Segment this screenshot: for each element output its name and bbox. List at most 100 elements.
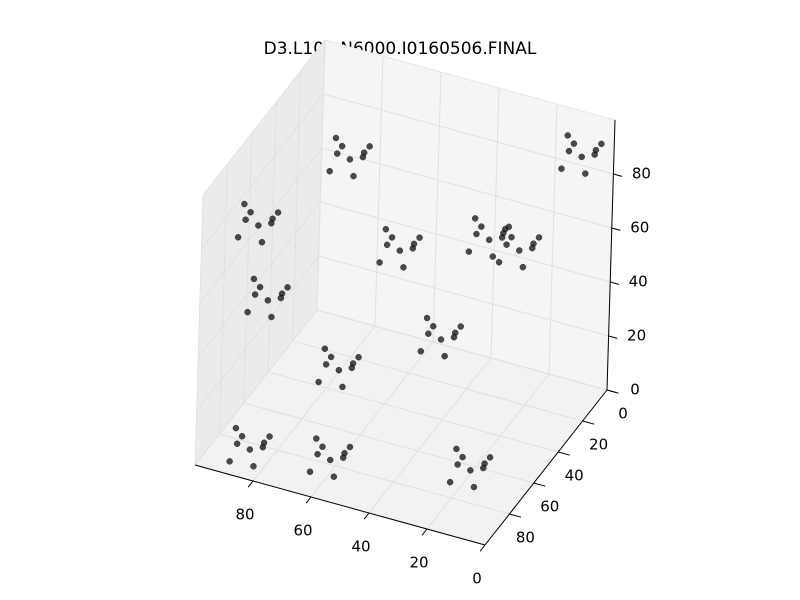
point bbox=[423, 314, 431, 322]
point bbox=[321, 345, 329, 352]
point bbox=[319, 443, 326, 450]
point bbox=[226, 458, 233, 465]
point bbox=[382, 225, 390, 233]
point bbox=[349, 360, 357, 367]
grid-line bbox=[196, 255, 319, 412]
tick-mark bbox=[610, 281, 620, 285]
point bbox=[232, 424, 240, 432]
point bbox=[457, 323, 464, 330]
point bbox=[441, 352, 448, 360]
point bbox=[530, 240, 537, 247]
tick-mark bbox=[509, 513, 522, 518]
point bbox=[266, 433, 273, 440]
point bbox=[565, 147, 573, 155]
x-tick-label: 80 bbox=[235, 506, 254, 524]
tick-mark bbox=[606, 389, 616, 393]
point bbox=[495, 259, 503, 266]
point bbox=[417, 348, 425, 355]
point bbox=[516, 247, 523, 254]
point bbox=[333, 150, 341, 157]
point bbox=[346, 156, 354, 163]
point bbox=[238, 433, 246, 440]
point bbox=[578, 153, 585, 161]
point bbox=[258, 238, 266, 246]
chart-title: D3.L100.N6000.I0160506.FINAL bbox=[264, 39, 537, 59]
point bbox=[233, 440, 241, 447]
point bbox=[519, 263, 527, 271]
point bbox=[425, 330, 432, 337]
point bbox=[535, 234, 543, 241]
grid-line bbox=[490, 87, 500, 359]
y-tick-label: 0 bbox=[618, 405, 628, 423]
point bbox=[564, 132, 571, 139]
grid-line bbox=[219, 433, 510, 515]
tick-mark bbox=[558, 451, 570, 456]
z-tick-label: 40 bbox=[629, 273, 648, 291]
grid-line bbox=[426, 373, 550, 530]
point bbox=[306, 468, 314, 476]
point bbox=[508, 233, 515, 241]
grid-line bbox=[548, 103, 558, 375]
grid-line bbox=[323, 93, 614, 175]
grid-line bbox=[368, 357, 492, 514]
point bbox=[489, 253, 496, 260]
point bbox=[341, 450, 348, 457]
point bbox=[250, 275, 258, 283]
y-axis-line bbox=[484, 389, 608, 546]
point bbox=[502, 225, 509, 233]
grid-line bbox=[321, 147, 612, 229]
point bbox=[241, 200, 248, 208]
point bbox=[247, 209, 254, 216]
point bbox=[503, 241, 510, 248]
point bbox=[284, 284, 291, 291]
point bbox=[471, 215, 479, 222]
point bbox=[315, 378, 322, 386]
tick-mark bbox=[533, 482, 546, 487]
point bbox=[598, 140, 605, 148]
point bbox=[242, 216, 249, 223]
y-tick-label: 40 bbox=[565, 467, 584, 485]
y-tick-label: 20 bbox=[589, 436, 608, 454]
y-tick-label: 80 bbox=[516, 529, 535, 547]
tick-mark bbox=[479, 544, 486, 552]
point bbox=[260, 439, 268, 447]
tick-mark bbox=[363, 512, 370, 520]
point bbox=[264, 297, 272, 304]
x-tick-label: 0 bbox=[472, 570, 482, 588]
grid-line bbox=[432, 71, 442, 343]
tick-mark bbox=[247, 480, 254, 488]
point bbox=[410, 240, 418, 248]
point bbox=[486, 454, 494, 461]
point bbox=[376, 259, 383, 266]
grid-line bbox=[320, 201, 611, 283]
point bbox=[335, 366, 343, 374]
point bbox=[251, 291, 259, 298]
z-tick-label: 20 bbox=[627, 327, 646, 345]
grid-line bbox=[201, 93, 324, 250]
point bbox=[446, 478, 454, 486]
z-axis-line bbox=[606, 119, 616, 391]
point bbox=[400, 264, 407, 271]
point bbox=[278, 290, 286, 297]
point bbox=[338, 142, 346, 150]
point bbox=[269, 215, 276, 222]
point bbox=[454, 461, 461, 468]
point bbox=[465, 248, 473, 255]
point bbox=[250, 463, 257, 470]
point bbox=[481, 460, 488, 467]
point bbox=[437, 336, 445, 343]
point bbox=[430, 323, 437, 330]
point bbox=[327, 353, 335, 361]
x-tick-label: 40 bbox=[351, 538, 370, 556]
tick-mark bbox=[608, 335, 618, 339]
grid-line bbox=[292, 340, 583, 422]
point bbox=[246, 446, 254, 453]
tick-mark bbox=[305, 496, 312, 504]
point bbox=[582, 170, 589, 177]
point bbox=[470, 483, 478, 491]
point bbox=[452, 329, 459, 336]
point bbox=[322, 361, 330, 368]
point bbox=[383, 241, 391, 249]
point bbox=[473, 230, 480, 238]
